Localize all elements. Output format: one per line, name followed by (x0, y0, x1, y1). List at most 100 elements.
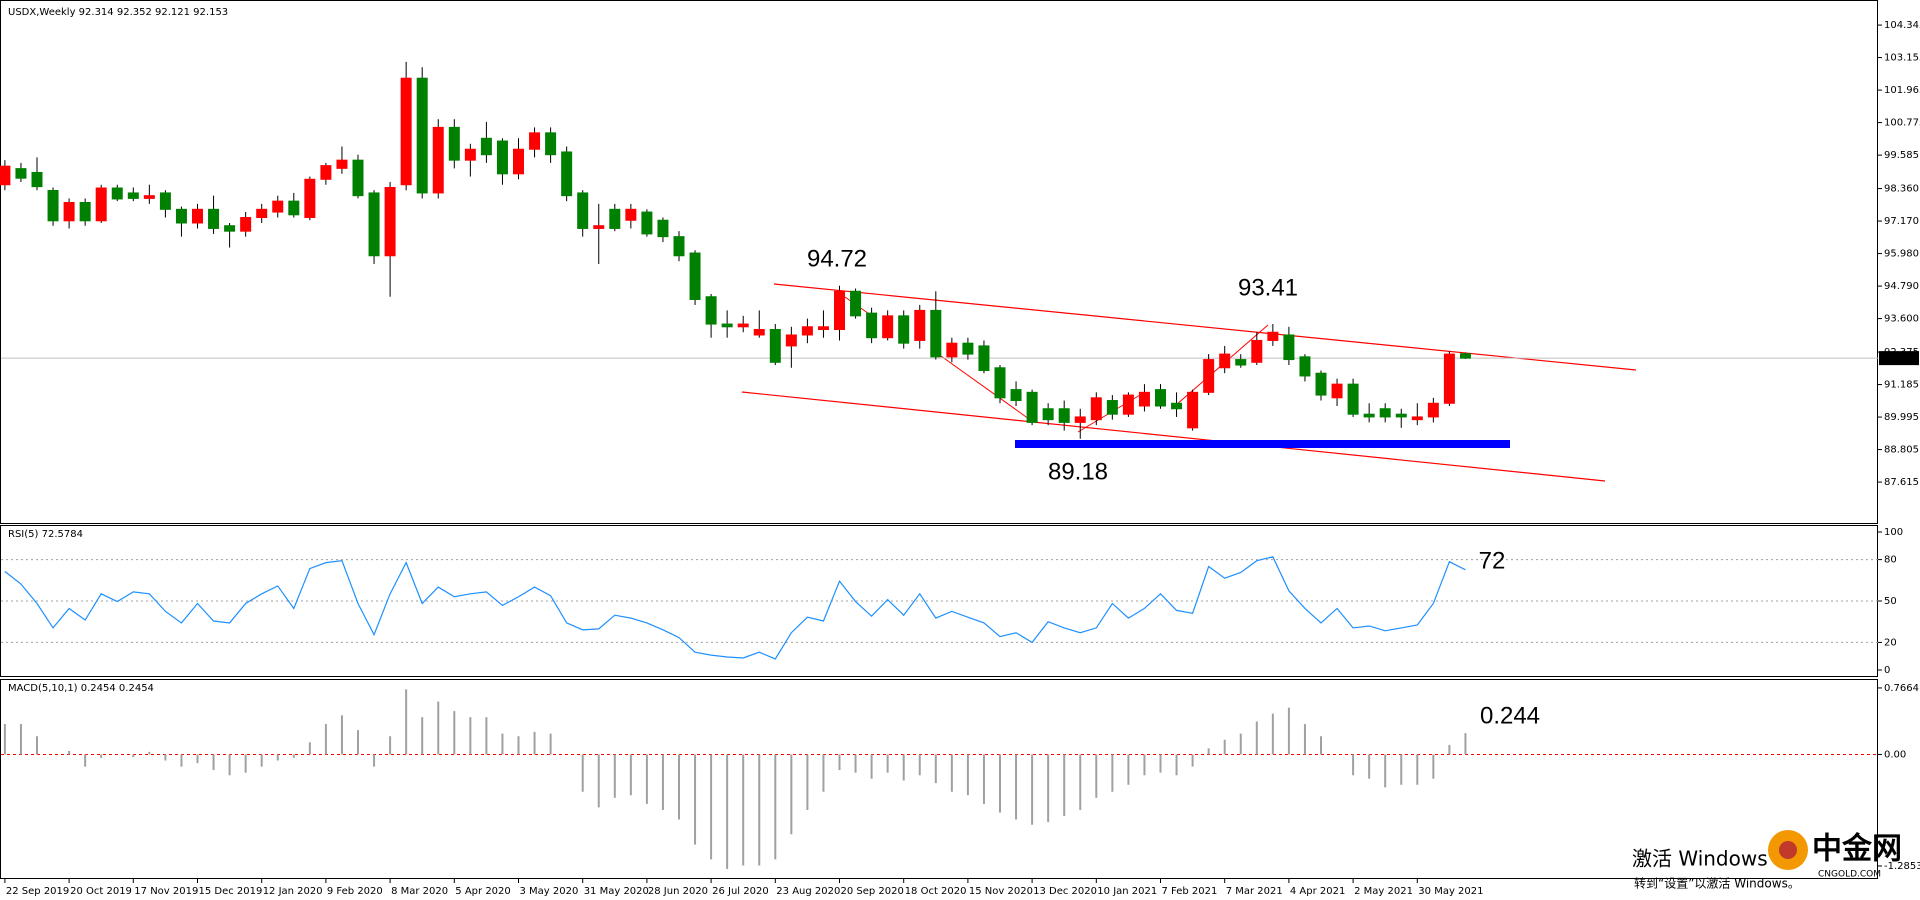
annotation: 94.72 (807, 245, 867, 272)
candle-body (224, 225, 236, 232)
annotation: 93.41 (1238, 274, 1298, 301)
candle-body (416, 77, 428, 194)
candle-body (1106, 400, 1118, 415)
candle-body (496, 140, 508, 175)
y-tick-label: 97.170 (1884, 216, 1919, 227)
candle-body (753, 329, 765, 336)
candle-body (175, 208, 187, 224)
x-tick-label: 20 Oct 2019 (70, 886, 132, 897)
candle-body (1347, 383, 1359, 415)
candle-body (31, 171, 43, 188)
candle-body (240, 217, 252, 232)
y-tick-label: 95.980 (1884, 249, 1919, 260)
candle-body (1058, 408, 1070, 423)
candle-body (962, 342, 974, 355)
x-tick-label: 26 Jul 2020 (712, 886, 769, 897)
annotation: 89.18 (1048, 458, 1108, 485)
x-tick-label: 10 Jan 2021 (1097, 886, 1157, 897)
candle-body (593, 225, 605, 229)
x-tick-label: 7 Feb 2021 (1162, 886, 1218, 897)
x-tick-label: 3 May 2020 (520, 886, 579, 897)
last-price-box (1879, 351, 1919, 366)
candle-body (850, 290, 862, 317)
macd-panel-frame (0, 679, 1878, 879)
candle-body (1010, 389, 1022, 402)
candle-body (657, 219, 669, 238)
candle-body (47, 189, 59, 222)
x-tick-label: 2 May 2021 (1354, 886, 1413, 897)
y-tick-label: 20 (1884, 637, 1897, 648)
candle-body (159, 192, 171, 210)
candle-body (946, 342, 958, 358)
candle-body (464, 148, 476, 161)
support-bar (1015, 440, 1510, 448)
candle-body (1235, 359, 1247, 366)
candle-body (1363, 413, 1375, 418)
candle-body (1042, 408, 1054, 421)
candle-body (817, 326, 829, 331)
candle-body (1074, 416, 1086, 423)
y-tick-label: 50 (1884, 596, 1897, 607)
candle-body (1315, 372, 1327, 396)
x-tick-label: 12 Jan 2020 (263, 886, 323, 897)
candle-body (705, 296, 717, 325)
x-tick-label: 28 Jun 2020 (648, 886, 708, 897)
candle-body (1331, 383, 1343, 399)
y-tick-label: 89.995 (1884, 412, 1919, 423)
candle-body (1283, 334, 1295, 361)
candle-body (320, 165, 332, 180)
y-tick-label: 0 (1884, 665, 1890, 676)
candle-body (1219, 353, 1231, 369)
x-tick-label: 23 Aug 2020 (776, 886, 840, 897)
candle-body (1187, 391, 1199, 429)
candle-body (1090, 397, 1102, 421)
candle-body (384, 186, 396, 257)
rsi-title: RSI(5) 72.5784 (8, 529, 83, 540)
candle-body (914, 309, 926, 341)
y-tick-label: 93.600 (1884, 314, 1919, 325)
rsi-line (4, 556, 1466, 660)
candle-body (769, 329, 781, 363)
candle-body (721, 323, 733, 328)
candle-body (1171, 402, 1183, 410)
main-panel-frame (0, 0, 1878, 524)
logo-name: 中金网 (1812, 832, 1902, 867)
x-tick-label: 13 Dec 2020 (1033, 886, 1097, 897)
zigzag (940, 355, 1030, 420)
candle-body (1267, 331, 1279, 341)
y-tick-label: 101.965 (1884, 85, 1920, 96)
candle-body (432, 126, 444, 194)
candle-body (1155, 389, 1166, 407)
candle-body (127, 192, 139, 199)
y-tick-label: 99.585 (1884, 150, 1919, 161)
candle-body (143, 195, 155, 199)
x-tick-label: 4 Apr 2021 (1290, 886, 1345, 897)
candle-body (882, 315, 894, 339)
candle-body (994, 367, 1006, 399)
candle-body (545, 132, 557, 156)
candle-body (111, 187, 123, 200)
candle-body (1395, 413, 1407, 418)
y-tick-label: 80 (1884, 555, 1897, 566)
candle-body (480, 137, 492, 156)
x-tick-label: 8 Mar 2020 (391, 886, 448, 897)
watermark: 激活 Windows (1632, 847, 1768, 871)
y-tick-label: 98.360 (1884, 184, 1919, 195)
logo: 激活 Windows 转到“设置”以激活 Windows。 中金网 CNGOLD… (1632, 830, 1902, 891)
last-price-label: 92.153 (1882, 353, 1917, 364)
candle-body (609, 208, 621, 229)
main-title: USDX,Weekly 92.314 92.352 92.121 92.153 (8, 7, 228, 18)
channel-upper (773, 283, 1637, 371)
logo-site: CNGOLD.COM (1818, 870, 1881, 880)
candle-body (288, 200, 300, 216)
candle-body (208, 208, 220, 229)
logo-icon (1779, 841, 1797, 859)
x-tick-label: 31 May 2020 (584, 886, 649, 897)
x-tick-label: 20 Sep 2020 (841, 886, 904, 897)
candle-body (1251, 339, 1263, 363)
candle-body (272, 200, 284, 213)
candle-body (577, 192, 589, 229)
candle-body (1443, 353, 1455, 404)
y-tick-label: -1.2853 (1884, 861, 1920, 872)
